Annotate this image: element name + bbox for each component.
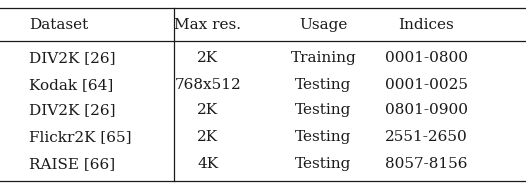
Text: 2K: 2K (197, 130, 218, 144)
Text: 0001-0800: 0001-0800 (385, 51, 468, 65)
Text: Testing: Testing (295, 103, 352, 117)
Text: DIV2K [26]: DIV2K [26] (29, 51, 115, 65)
Text: Usage: Usage (299, 18, 348, 32)
Text: 0801-0900: 0801-0900 (385, 103, 468, 117)
Text: Testing: Testing (295, 157, 352, 171)
Text: DIV2K [26]: DIV2K [26] (29, 103, 115, 117)
Text: 2551-2650: 2551-2650 (385, 130, 468, 144)
Text: Testing: Testing (295, 130, 352, 144)
Text: Kodak [64]: Kodak [64] (29, 78, 113, 92)
Text: Max res.: Max res. (174, 18, 241, 32)
Text: RAISE [66]: RAISE [66] (29, 157, 115, 171)
Text: 2K: 2K (197, 51, 218, 65)
Text: 768x512: 768x512 (175, 78, 241, 92)
Text: Testing: Testing (295, 78, 352, 92)
Text: 2K: 2K (197, 103, 218, 117)
Text: 0001-0025: 0001-0025 (385, 78, 468, 92)
Text: 4K: 4K (197, 157, 218, 171)
Text: 8057-8156: 8057-8156 (385, 157, 467, 171)
Text: Dataset: Dataset (29, 18, 88, 32)
Text: Flickr2K [65]: Flickr2K [65] (29, 130, 132, 144)
Text: Indices: Indices (398, 18, 454, 32)
Text: Training: Training (290, 51, 357, 65)
